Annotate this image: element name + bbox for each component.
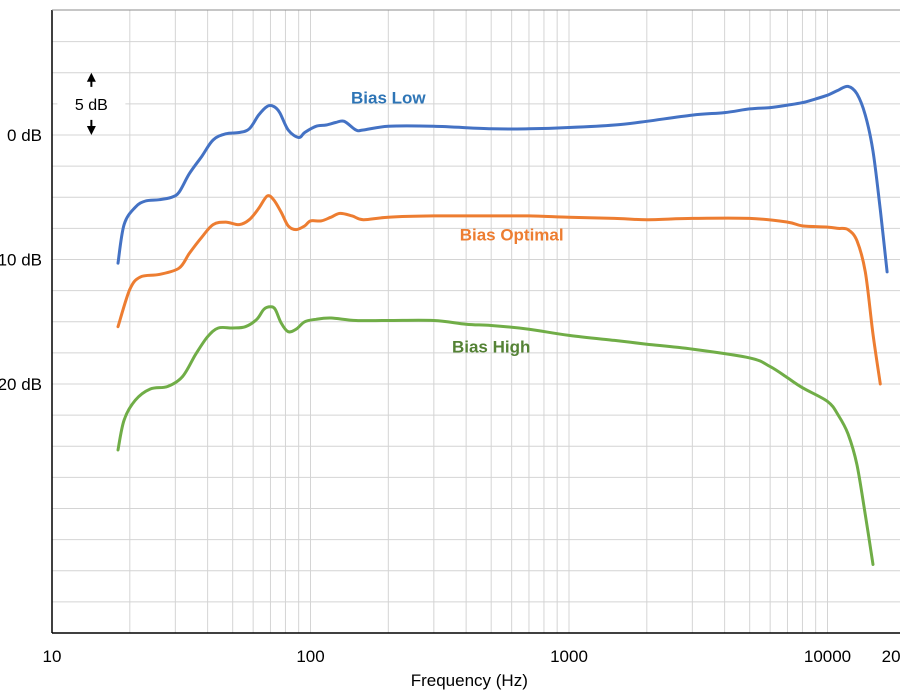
series-labels: Bias Low Bias Optimal Bias High: [351, 89, 564, 357]
series-line-bias-low: [116, 84, 889, 274]
scale-label-background: [57, 88, 126, 117]
x-axis-title: Frequency (Hz): [411, 671, 528, 690]
x-tick-label: 1000: [550, 647, 588, 666]
horizontal-gridlines: [52, 41, 900, 603]
x-tick-label: 20000: [882, 647, 900, 666]
series-line-bias-high: [116, 305, 875, 566]
y-tick-label: -10 dB: [0, 251, 42, 270]
x-tick-label: 10000: [804, 647, 851, 666]
arrow-down-icon: [86, 126, 96, 135]
series-label-bias-optimal: Bias Optimal: [460, 226, 564, 245]
y-tick-label: -20 dB: [0, 375, 42, 394]
scale-label: 5 dB: [75, 97, 108, 114]
plot-frame: [51, 9, 900, 634]
series-label-bias-high: Bias High: [452, 338, 530, 357]
y-tick-label: 0 dB: [7, 126, 42, 145]
x-tick-label: 100: [296, 647, 324, 666]
series-label-bias-low: Bias Low: [351, 89, 426, 108]
series-line-bias-optimal: [116, 194, 882, 386]
db-scale-annotation: 5 dB: [57, 72, 126, 135]
arrow-up-icon: [86, 72, 96, 82]
x-tick-label: 10: [43, 647, 62, 666]
y-tick-labels: 0 dB -10 dB -20 dB: [0, 126, 42, 394]
series-lines: [116, 84, 889, 566]
x-tick-labels: 10 100 1000 10000 20000: [43, 647, 900, 666]
